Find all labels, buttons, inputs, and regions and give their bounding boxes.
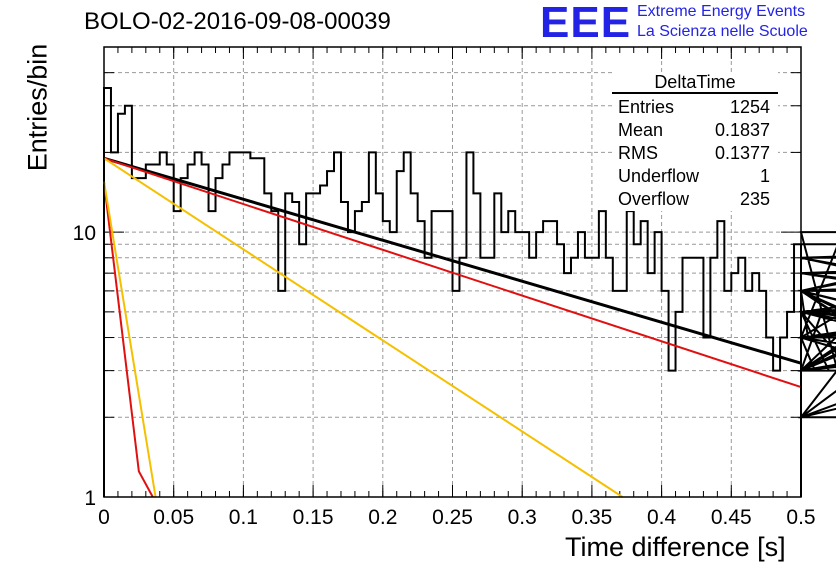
stats-value: 0.1837 (714, 120, 770, 140)
stats-value: 235 (739, 189, 770, 209)
stats-row-entries: Entries 1254 (612, 96, 778, 119)
x-tick-label: 0 (98, 506, 110, 529)
fit-line-red (103, 181, 154, 498)
stats-row-mean: Mean 0.1837 (612, 119, 778, 142)
plot-frame (103, 46, 802, 498)
stats-row-overflow: Overflow 235 (612, 188, 778, 211)
stats-value: 1254 (729, 97, 770, 117)
x-tick-label: 0.35 (571, 506, 612, 529)
stats-box: DeltaTime Entries 1254 Mean 0.1837 RMS 0.13… (612, 72, 778, 211)
x-tick-label: 0.15 (293, 506, 334, 529)
y-tick-label: 1 (84, 487, 96, 510)
x-axis-label: Time difference [s] (565, 532, 786, 562)
fit-line-yellow (103, 181, 157, 498)
logo-text-line1: Extreme Energy Events (637, 3, 806, 20)
fit-line-red (103, 157, 802, 389)
y-axis-label: Entries/bin (22, 43, 53, 172)
x-tick-label: 0.45 (711, 506, 752, 529)
x-tick-label: 0.2 (368, 506, 397, 529)
stats-label: Mean (618, 120, 664, 140)
stats-label: Entries (618, 97, 675, 117)
logo-text-line2: La Scienza nelle Scuole (637, 23, 808, 40)
x-tick-label: 0.4 (647, 506, 677, 529)
x-tick-label: 0.1 (229, 506, 258, 529)
stats-row-rms: RMS 0.1377 (612, 142, 778, 165)
stats-label: RMS (618, 143, 658, 163)
fit-line-yellow (103, 157, 624, 498)
stats-value: 1 (759, 166, 770, 186)
stats-label: Underflow (618, 166, 700, 186)
x-tick-label: 0.3 (508, 506, 537, 529)
x-tick-label: 0.05 (153, 506, 194, 529)
eee-logo: EEE (540, 0, 632, 47)
x-tick-label: 0.5 (786, 506, 815, 529)
x-tick-label: 0.25 (432, 506, 473, 529)
stats-label: Overflow (618, 189, 690, 209)
fit-line-black (103, 156, 802, 365)
stats-title: DeltaTime (612, 72, 778, 94)
stats-value: 0.1377 (714, 143, 770, 163)
y-tick-label: 10 (73, 222, 96, 245)
chart-title: BOLO-02-2016-09-08-00039 (84, 8, 391, 35)
stats-row-underflow: Underflow 1 (612, 165, 778, 188)
